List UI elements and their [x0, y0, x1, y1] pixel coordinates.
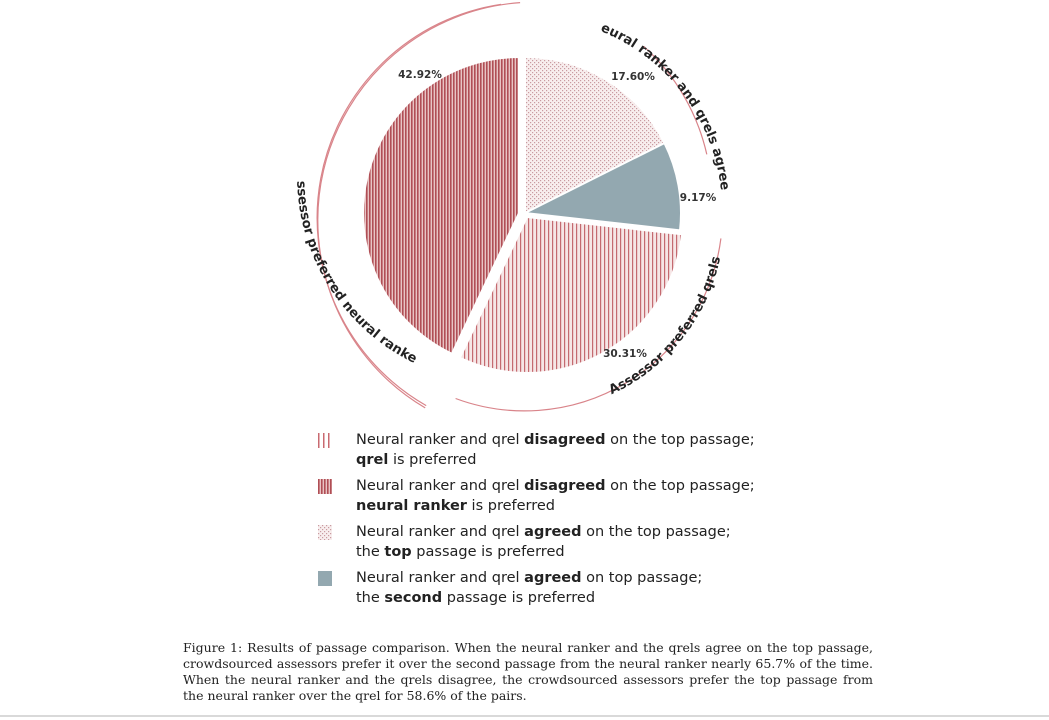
ring-neural-inner [316, 3, 502, 407]
slice-label-3: 42.92% [398, 69, 442, 81]
pie-slice-2 [458, 215, 684, 374]
dense-stripes-swatch-icon [318, 479, 332, 494]
ring-agreed [643, 45, 708, 155]
solid-swatch-icon [318, 571, 332, 586]
dots-swatch-icon [318, 525, 332, 540]
pie-slice-0 [524, 55, 666, 215]
pie-slice-1 [521, 141, 682, 232]
ring-neural-outer [317, 2, 521, 409]
pie-slice-3 [362, 55, 520, 356]
slice-label-0: 17.60% [611, 71, 655, 83]
ring-qrels [455, 238, 722, 412]
sparse-stripes-swatch-icon [318, 433, 332, 448]
slice-label-1: 9.17% [680, 192, 717, 204]
figure-caption: Figure 1: Results of passage comparison.… [183, 640, 873, 703]
slice-label-2: 30.31% [603, 348, 647, 360]
pie-chart: 17.60%9.17%30.31%42.92% Neural ranker an… [0, 0, 732, 412]
bottom-divider [0, 715, 1049, 717]
group-label-neural: Assessor preferred neural ranker [0, 0, 419, 367]
